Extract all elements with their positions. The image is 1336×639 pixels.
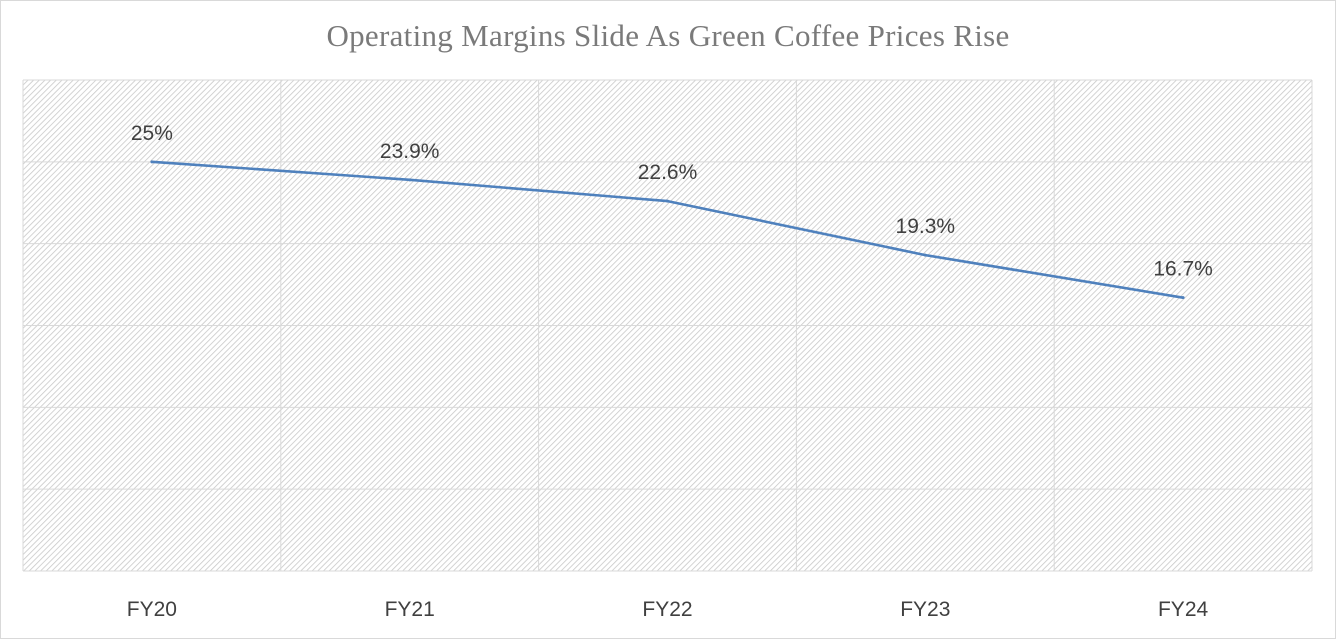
data-label: 22.6% [638,161,698,184]
data-labels: 25% 23.9% 22.6% 19.3% 16.7% [131,122,1213,300]
x-tick-label: FY21 [385,598,435,621]
x-tick-label: FY22 [642,598,692,621]
data-label: 23.9% [380,140,440,163]
data-label: 25% [131,122,173,145]
x-tick-label: FY24 [1158,598,1209,621]
data-label: 19.3% [896,215,956,238]
gridlines [22,79,1313,572]
data-point [666,199,669,203]
data-label: 16.7% [1153,258,1213,281]
data-point [150,160,154,164]
chart-title: Operating Margins Slide As Green Coffee … [326,18,1010,53]
data-point [1181,296,1185,300]
x-axis-tick-labels: FY20 FY21 FY22 FY23 FY24 [127,598,1209,621]
x-tick-label: FY20 [127,598,177,621]
data-point [923,253,927,257]
data-point [408,178,412,182]
x-tick-label: FY23 [900,598,950,621]
